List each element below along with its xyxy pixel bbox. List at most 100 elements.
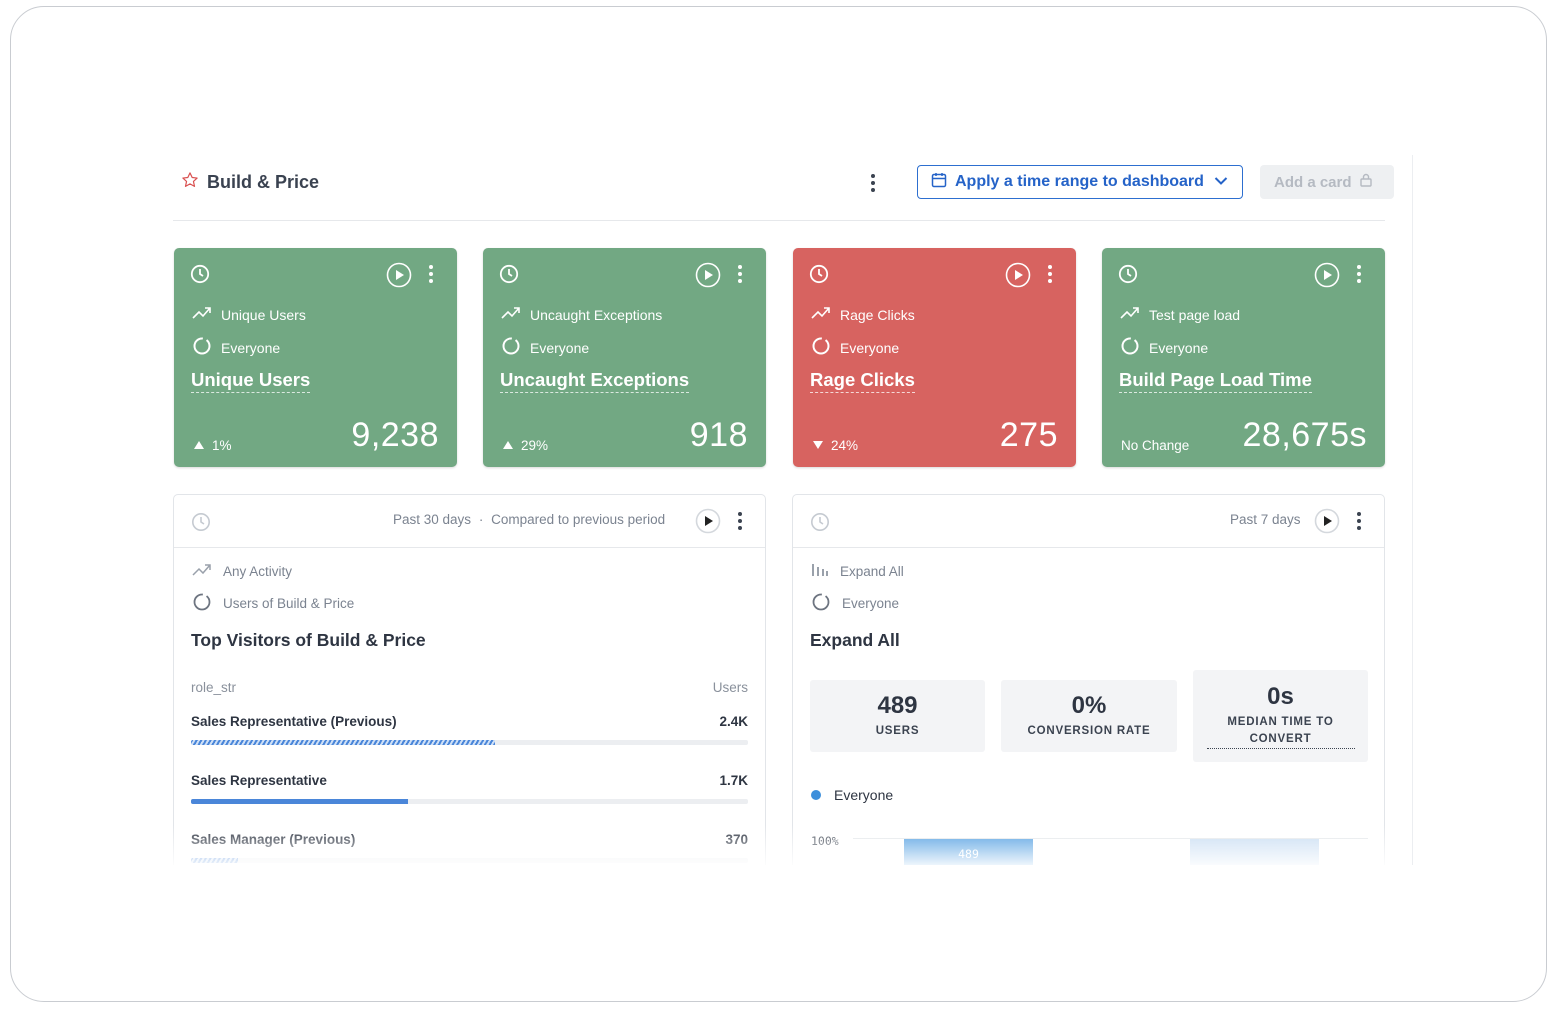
column-header-users: Users: [712, 680, 748, 695]
event-name: Uncaught Exceptions: [530, 306, 663, 323]
card-more-menu-icon[interactable]: [424, 262, 438, 286]
clock-icon: [499, 264, 519, 289]
card-more-menu-icon[interactable]: [733, 262, 747, 286]
event-row: Test page load: [1120, 306, 1240, 323]
expand-all-panel: Past 7 days Expand All Everyone Expand A…: [792, 494, 1385, 865]
card-title[interactable]: Build Page Load Time: [1119, 369, 1312, 393]
legend-dot: [811, 790, 821, 800]
segment-ring-icon: [501, 336, 521, 359]
metric-card-unique-users[interactable]: Unique Users Everyone Unique Users 1% 9,…: [174, 248, 457, 467]
card-title[interactable]: Rage Clicks: [810, 369, 915, 393]
dashboard: Build & Price Apply a time range to dash…: [165, 155, 1413, 865]
date-range: Past 7 days: [1230, 512, 1301, 527]
lock-icon: [1359, 173, 1372, 191]
row-label: Sales Representative (Previous): [191, 714, 397, 729]
page-title: Build & Price: [207, 172, 320, 192]
funnel-bar-step-1[interactable]: 489: [904, 839, 1033, 865]
time-range-button[interactable]: Apply a time range to dashboard: [917, 165, 1243, 199]
date-range-label: Past 30 days · Compared to previous peri…: [393, 512, 665, 527]
play-icon[interactable]: [1314, 262, 1340, 293]
card-title[interactable]: Uncaught Exceptions: [500, 369, 690, 393]
dashboard-more-menu-icon[interactable]: [865, 171, 881, 195]
row-label: Sales Representative: [191, 773, 327, 788]
event-name: Unique Users: [221, 306, 306, 323]
date-range: Past 30 days: [393, 512, 472, 527]
chevron-down-icon: [1214, 173, 1228, 191]
card-title[interactable]: Unique Users: [191, 369, 311, 393]
clock-icon: [810, 512, 830, 537]
bar-track: [191, 740, 748, 745]
metric-value: 275: [999, 416, 1058, 454]
row-value: 1.7K: [719, 773, 748, 788]
trend-line-icon: [192, 306, 212, 323]
clock-icon: [1118, 264, 1138, 289]
trend-line-icon: [1120, 306, 1140, 323]
segment-name: Everyone: [1149, 339, 1209, 356]
play-icon[interactable]: [1314, 508, 1340, 539]
change-indicator: No Change: [1121, 438, 1189, 453]
card-more-menu-icon[interactable]: [1043, 262, 1057, 286]
panel-more-menu-icon[interactable]: [1352, 509, 1366, 533]
segment-row: Everyone: [192, 336, 280, 359]
play-icon[interactable]: [1005, 262, 1031, 293]
metric-value: 918: [689, 416, 748, 454]
stat-value: 0%: [1071, 692, 1107, 719]
event-row: Uncaught Exceptions: [501, 306, 662, 323]
window-frame: Build & Price Apply a time range to dash…: [10, 6, 1547, 1002]
metric-card-uncaught-exceptions[interactable]: Uncaught Exceptions Everyone Uncaught Ex…: [483, 248, 766, 467]
separator-dot: ·: [478, 512, 484, 527]
metric-card-build-page-load-time[interactable]: Test page load Everyone Build Page Load …: [1102, 248, 1385, 467]
column-header-role: role_str: [191, 680, 237, 695]
panel-header: Past 7 days: [793, 495, 1384, 548]
trend-line-icon: [501, 306, 521, 323]
bar-track: [191, 799, 748, 804]
change-value: 1%: [212, 438, 232, 453]
panel-more-menu-icon[interactable]: [733, 509, 747, 533]
stat-label: CONVERSION RATE: [1027, 725, 1151, 737]
clock-icon: [809, 264, 829, 289]
funnel-bar-step-2[interactable]: [1190, 839, 1319, 865]
bar-fill: [191, 740, 495, 745]
play-icon[interactable]: [695, 262, 721, 293]
bar-value-label: 489: [958, 847, 979, 861]
legend-label: Everyone: [834, 787, 894, 803]
segment-name: Everyone: [530, 339, 590, 356]
bar-fill: [191, 799, 409, 804]
metric-value: 9,238: [351, 416, 439, 454]
event-name: Rage Clicks: [840, 306, 915, 323]
play-icon[interactable]: [695, 508, 721, 539]
segment-ring-icon: [811, 336, 831, 359]
row-value: 370: [725, 832, 748, 847]
add-card-button[interactable]: Add a card: [1260, 165, 1394, 199]
segment-name: Everyone: [842, 596, 900, 611]
change-indicator: 24%: [812, 438, 858, 453]
funnel-bars-icon: [811, 563, 829, 580]
segment-ring-icon: [811, 592, 831, 615]
dashboard-header: Build & Price Apply a time range to dash…: [173, 155, 1394, 221]
card-more-menu-icon[interactable]: [1352, 262, 1366, 286]
segment-row: Everyone: [811, 592, 899, 615]
bar-fill: [191, 858, 239, 863]
change-value: No Change: [1121, 438, 1190, 453]
arrow-up-icon: [193, 438, 205, 453]
favorite-star-icon[interactable]: [181, 171, 199, 194]
metric-card-rage-clicks[interactable]: Rage Clicks Everyone Rage Clicks 24% 275: [793, 248, 1076, 467]
chart-legend[interactable]: Everyone: [811, 787, 893, 803]
event-name: Expand All: [840, 564, 904, 579]
comparison-label: Compared to previous period: [491, 512, 666, 527]
add-card-label: Add a card: [1274, 173, 1352, 191]
panel-title: Top Visitors of Build & Price: [191, 630, 426, 650]
change-value: 24%: [831, 438, 859, 453]
stat-label[interactable]: MEDIAN TIME TO CONVERT: [1206, 714, 1355, 749]
event-row: Rage Clicks: [811, 306, 915, 323]
stat-value: 0s: [1267, 683, 1294, 710]
metric-value: 28,675s: [1242, 416, 1367, 454]
play-icon[interactable]: [386, 262, 412, 293]
stat-users: 489 USERS: [810, 680, 985, 752]
segment-ring-icon: [192, 592, 212, 615]
event-name: Test page load: [1149, 306, 1241, 323]
title-wrap: Build & Price: [181, 171, 319, 194]
bar-track: [191, 858, 748, 863]
trend-line-icon: [192, 563, 212, 580]
event-row: Expand All: [811, 563, 904, 580]
